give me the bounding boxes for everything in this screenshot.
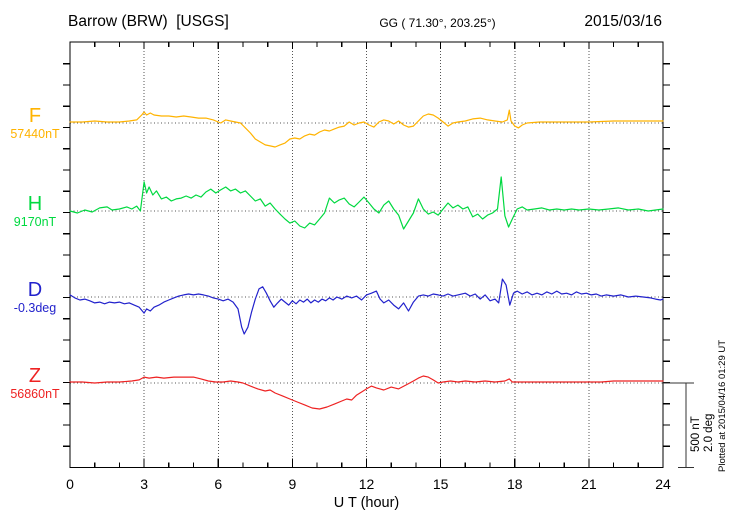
plotted-at-note: Plotted at 2015/04/16 01:29 UT bbox=[717, 339, 728, 472]
scale-deg-label: 2.0 deg bbox=[703, 413, 715, 452]
x-tick-label-21: 21 bbox=[581, 476, 597, 492]
station-title: Barrow (BRW) [USGS] bbox=[68, 13, 229, 30]
scale-bar-label: 500 nT 2.0 deg bbox=[690, 414, 716, 452]
x-tick-label-3: 3 bbox=[140, 476, 148, 492]
scale-nT-label: 500 nT bbox=[690, 416, 702, 452]
x-axis-title: U T (hour) bbox=[333, 495, 400, 511]
x-tick-label-24: 24 bbox=[655, 476, 671, 492]
trace-letter-D: D bbox=[27, 279, 43, 301]
trace-value-H: 9170nT bbox=[13, 215, 57, 229]
x-tick-label-0: 0 bbox=[66, 476, 74, 492]
trace-F bbox=[69, 109, 664, 148]
trace-value-D: -0.3deg bbox=[13, 301, 57, 315]
trace-value-Z: 56860nT bbox=[10, 387, 60, 401]
x-tick-label-15: 15 bbox=[433, 476, 449, 492]
plot-date: 2015/03/16 bbox=[584, 13, 662, 30]
x-tick-label-12: 12 bbox=[359, 476, 375, 492]
trace-label-D: D -0.3deg bbox=[4, 280, 66, 315]
x-tick-label-9: 9 bbox=[288, 476, 296, 492]
trace-label-F: F 57440nT bbox=[4, 106, 66, 141]
trace-Z bbox=[69, 375, 664, 410]
trace-H bbox=[69, 176, 664, 230]
trace-value-F: 57440nT bbox=[10, 127, 60, 141]
x-tick-label-18: 18 bbox=[507, 476, 523, 492]
trace-letter-F: F bbox=[28, 105, 42, 127]
geographic-coordinates: GG ( 71.30°, 203.25°) bbox=[379, 16, 496, 30]
trace-D bbox=[69, 278, 664, 335]
trace-label-Z: Z 56860nT bbox=[4, 366, 66, 401]
trace-letter-Z: Z bbox=[28, 365, 42, 387]
trace-letter-H: H bbox=[27, 193, 43, 215]
trace-label-H: H 9170nT bbox=[4, 194, 66, 229]
x-tick-label-6: 6 bbox=[214, 476, 222, 492]
